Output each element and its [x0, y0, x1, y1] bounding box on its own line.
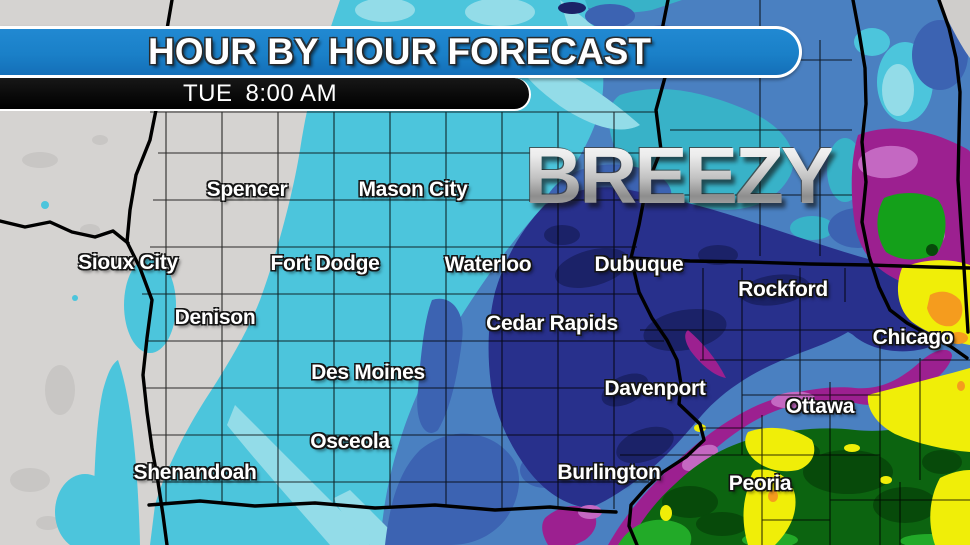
- timestamp-banner: TUE 8:00 AM: [0, 78, 531, 111]
- city-label: Fort Dodge: [270, 252, 380, 275]
- timestamp-time: 8:00 AM: [245, 79, 338, 107]
- city-label: Sioux City: [78, 251, 178, 274]
- city-label: Shenandoah: [133, 461, 257, 484]
- city-label: Waterloo: [444, 253, 532, 276]
- city-label: Mason City: [358, 178, 468, 201]
- city-label: Ottawa: [785, 395, 855, 418]
- city-label: Rockford: [738, 278, 828, 301]
- city-label: Chicago: [872, 326, 954, 349]
- page-title: HOUR BY HOUR FORECAST: [148, 31, 651, 72]
- city-label: Dubuque: [594, 253, 684, 276]
- city-label: Burlington: [557, 461, 661, 484]
- forecast-title-banner: HOUR BY HOUR FORECAST: [0, 26, 802, 78]
- timestamp-day: TUE: [183, 79, 233, 107]
- city-label: Peoria: [728, 472, 792, 495]
- city-label: Des Moines: [311, 361, 425, 384]
- city-label: Spencer: [206, 178, 288, 201]
- city-label: Osceola: [310, 430, 390, 453]
- city-label: Denison: [174, 306, 256, 329]
- city-label: Davenport: [604, 377, 706, 400]
- condition-label: BREEZY: [524, 131, 834, 220]
- city-label: Cedar Rapids: [486, 312, 618, 335]
